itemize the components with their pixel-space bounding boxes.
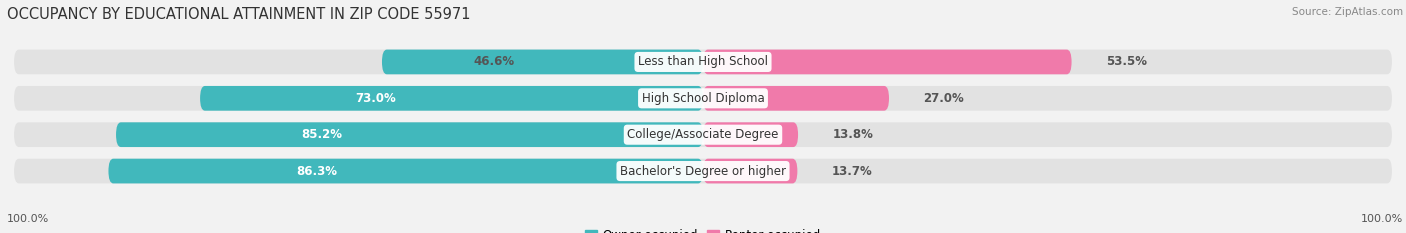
Text: 53.5%: 53.5% (1107, 55, 1147, 69)
FancyBboxPatch shape (14, 50, 1392, 74)
FancyBboxPatch shape (14, 159, 1392, 183)
Text: 86.3%: 86.3% (297, 164, 337, 178)
Text: 13.8%: 13.8% (832, 128, 873, 141)
FancyBboxPatch shape (382, 50, 703, 74)
FancyBboxPatch shape (14, 86, 1392, 111)
Text: Less than High School: Less than High School (638, 55, 768, 69)
Text: 100.0%: 100.0% (1361, 214, 1403, 224)
Text: Bachelor's Degree or higher: Bachelor's Degree or higher (620, 164, 786, 178)
Text: 27.0%: 27.0% (924, 92, 965, 105)
Text: OCCUPANCY BY EDUCATIONAL ATTAINMENT IN ZIP CODE 55971: OCCUPANCY BY EDUCATIONAL ATTAINMENT IN Z… (7, 7, 471, 22)
Text: High School Diploma: High School Diploma (641, 92, 765, 105)
Text: 100.0%: 100.0% (7, 214, 49, 224)
FancyBboxPatch shape (108, 159, 703, 183)
Text: 46.6%: 46.6% (474, 55, 515, 69)
Text: 73.0%: 73.0% (356, 92, 396, 105)
Text: 85.2%: 85.2% (301, 128, 342, 141)
Text: 13.7%: 13.7% (832, 164, 873, 178)
Text: College/Associate Degree: College/Associate Degree (627, 128, 779, 141)
FancyBboxPatch shape (14, 122, 1392, 147)
FancyBboxPatch shape (200, 86, 703, 111)
Text: Source: ZipAtlas.com: Source: ZipAtlas.com (1292, 7, 1403, 17)
FancyBboxPatch shape (703, 159, 797, 183)
Legend: Owner-occupied, Renter-occupied: Owner-occupied, Renter-occupied (585, 229, 821, 233)
FancyBboxPatch shape (703, 86, 889, 111)
FancyBboxPatch shape (703, 122, 799, 147)
FancyBboxPatch shape (703, 50, 1071, 74)
FancyBboxPatch shape (117, 122, 703, 147)
